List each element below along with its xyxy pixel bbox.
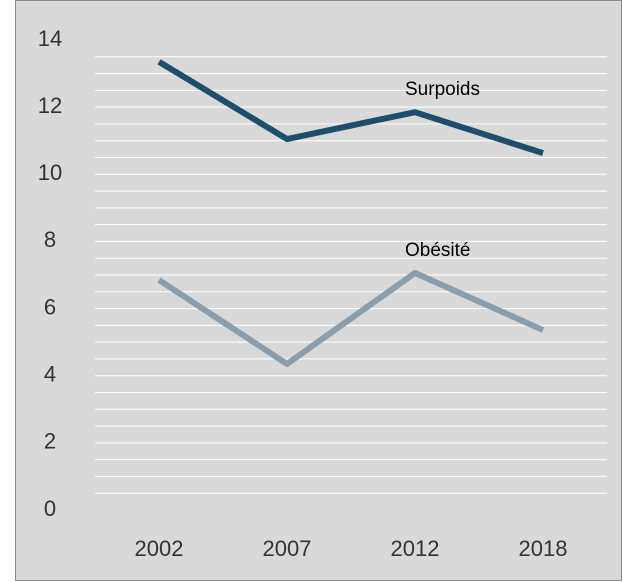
x-tick-label: 2002 bbox=[135, 536, 184, 561]
x-tick-label: 2007 bbox=[263, 536, 312, 561]
y-tick-label: 2 bbox=[44, 429, 56, 454]
line-series bbox=[157, 269, 545, 367]
series-label: Surpoids bbox=[405, 79, 480, 100]
y-tick-label: 14 bbox=[38, 26, 62, 51]
line-series bbox=[157, 59, 544, 156]
x-tick-label: 2012 bbox=[391, 536, 440, 561]
y-tick-label: 6 bbox=[44, 294, 56, 319]
y-tick-label: 10 bbox=[38, 160, 62, 185]
chart-background bbox=[15, 0, 622, 581]
y-tick-label: 12 bbox=[38, 93, 62, 118]
y-tick-label: 4 bbox=[44, 362, 56, 387]
series-label: Obésité bbox=[405, 240, 470, 261]
y-tick-label: 0 bbox=[44, 496, 56, 521]
y-tick-label: 8 bbox=[44, 227, 56, 252]
x-tick-label: 2018 bbox=[519, 536, 568, 561]
